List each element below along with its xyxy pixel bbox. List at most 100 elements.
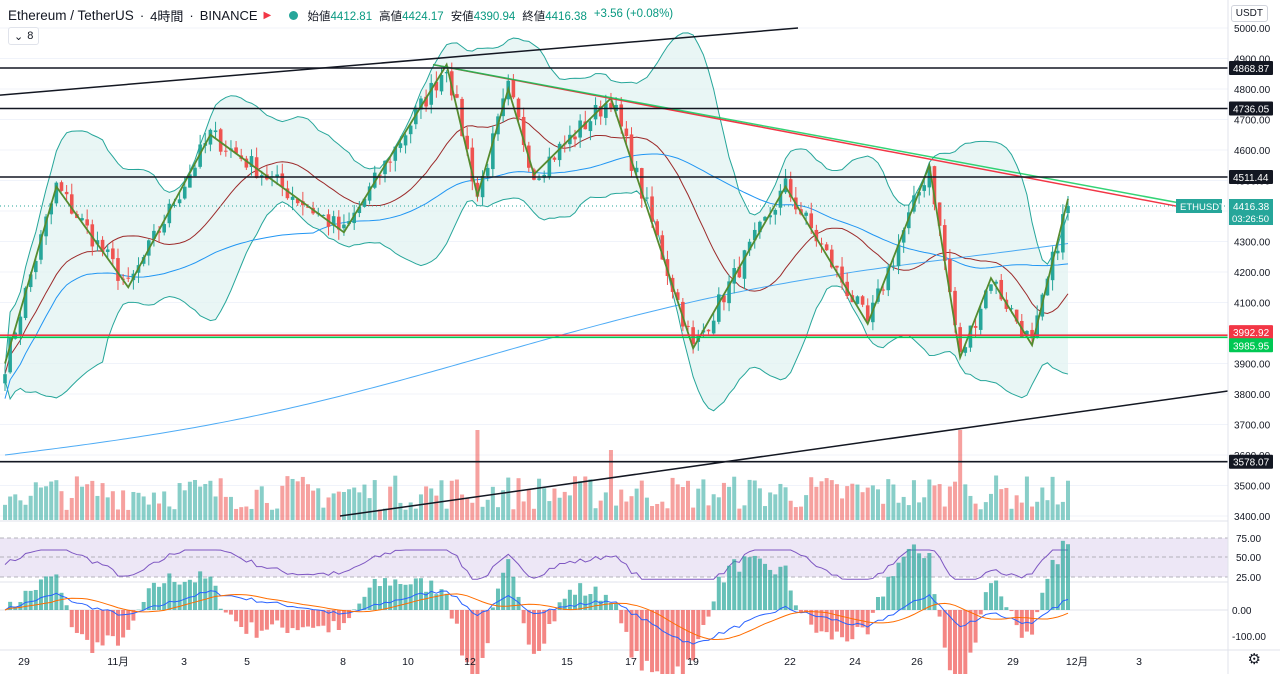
volume-bar: [259, 486, 264, 520]
gear-icon[interactable]: ⚙: [1247, 651, 1261, 668]
macd-histogram-bar: [798, 610, 803, 613]
candle-body: [105, 249, 110, 253]
candle-body: [604, 103, 608, 118]
time-tick-label: 29: [18, 656, 30, 668]
candle-body: [645, 197, 649, 199]
price-tick-label: 4700.00: [1234, 116, 1271, 127]
price-tick-label: 4200.00: [1234, 268, 1271, 279]
flag-icon[interactable]: ▶: [263, 10, 272, 21]
candle-body: [126, 277, 131, 279]
volume-bar: [521, 501, 526, 520]
candle-body: [511, 80, 516, 98]
macd-histogram-bar: [994, 580, 999, 610]
macd-histogram-bar: [716, 576, 721, 610]
volume-bar: [994, 475, 999, 520]
macd-histogram-bar: [105, 610, 110, 636]
macd-histogram-bar: [953, 610, 958, 674]
interval-label[interactable]: 4時間: [150, 9, 184, 24]
volume-bar: [193, 479, 198, 520]
candle-body: [747, 241, 752, 251]
volume-bar: [737, 508, 742, 520]
macd-histogram-bar: [249, 610, 254, 623]
candle-body: [1045, 278, 1050, 296]
volume-bar: [834, 484, 839, 520]
volume-bar: [13, 494, 18, 520]
volume-bar: [121, 490, 126, 520]
price-label-text: 4736.05: [1233, 105, 1270, 116]
macd-histogram-bar: [182, 581, 187, 610]
macd-histogram-bar: [947, 610, 952, 671]
candle-body: [249, 156, 254, 168]
candle-body: [1061, 214, 1065, 253]
currency-button[interactable]: USDT: [1230, 5, 1268, 22]
macd-histogram-bar: [696, 610, 701, 640]
candle-body: [881, 289, 885, 291]
macd-histogram-bar: [732, 559, 737, 610]
macd-histogram-bar: [254, 610, 259, 638]
macd-histogram-bar: [768, 569, 773, 610]
candle-body: [182, 186, 187, 199]
candle-body: [629, 134, 634, 171]
macd-histogram-bar: [588, 594, 593, 610]
volume-bar: [1024, 476, 1029, 520]
macd-histogram-bar: [270, 610, 275, 625]
volume-bar: [573, 476, 578, 520]
macd-histogram-bar: [434, 594, 439, 610]
volume-bar: [588, 479, 593, 520]
candle-body: [624, 128, 629, 137]
macd-histogram-bar: [896, 562, 901, 610]
macd-histogram-bar: [829, 610, 834, 640]
candle-body: [280, 173, 285, 187]
volume-bar: [64, 509, 69, 520]
time-tick-label: 24: [849, 656, 861, 668]
volume-bar: [398, 502, 403, 520]
macd-histogram-bar: [223, 610, 228, 613]
time-tick-label: 17: [625, 656, 637, 668]
candle-body: [295, 198, 300, 204]
macd-histogram-bar: [475, 610, 480, 674]
candle-body: [711, 320, 716, 334]
macd-histogram-bar: [326, 610, 331, 633]
macd-histogram-bar: [567, 589, 572, 610]
volume-bar: [824, 478, 829, 520]
candle-body: [362, 198, 367, 207]
price-tick-label: 4300.00: [1234, 238, 1271, 249]
time-tick-label: 22: [784, 656, 796, 668]
volume-bar: [388, 486, 393, 520]
sep: ·: [139, 8, 145, 23]
volume-bar: [886, 479, 891, 520]
macd-histogram-bar: [783, 565, 788, 610]
candle-body: [840, 266, 844, 283]
candle-body: [49, 203, 54, 215]
volume-bar: [162, 491, 167, 520]
candle-body: [80, 218, 84, 221]
macd-histogram-bar: [146, 588, 151, 610]
symbol-title[interactable]: Ethereum / TetherUS: [8, 8, 134, 23]
candle-body: [824, 244, 829, 251]
macd-histogram-bar: [552, 610, 557, 622]
macd-histogram-bar: [814, 610, 819, 633]
candle-body: [485, 167, 490, 176]
volume-bar: [953, 481, 958, 520]
price-label-box: [1229, 101, 1273, 116]
volume-bar: [136, 492, 141, 520]
macd-histogram-bar: [100, 610, 105, 646]
chevron-down-icon: ⌄: [14, 30, 24, 43]
volume-bar: [172, 509, 177, 520]
candle-body: [18, 316, 23, 335]
volume-bar: [131, 491, 136, 520]
price-tick-label: 4600.00: [1234, 146, 1271, 157]
macd-histogram-bar: [506, 559, 511, 610]
candle-body: [1055, 250, 1060, 254]
macd-histogram-bar: [583, 595, 588, 610]
price-tick-label: 3800.00: [1234, 390, 1271, 401]
volume-bar: [804, 495, 809, 520]
candle-body: [470, 147, 475, 182]
indicators-toggle-button[interactable]: ⌄ 8: [8, 27, 40, 45]
ohlc-values: 始値4412.81 高値4424.17 安値4390.94 終値4416.38 …: [307, 7, 674, 23]
macd-histogram-bar: [429, 580, 434, 610]
volume-bar: [8, 496, 13, 520]
volume-bar: [855, 484, 860, 520]
time-tick-label: 15: [561, 656, 573, 668]
